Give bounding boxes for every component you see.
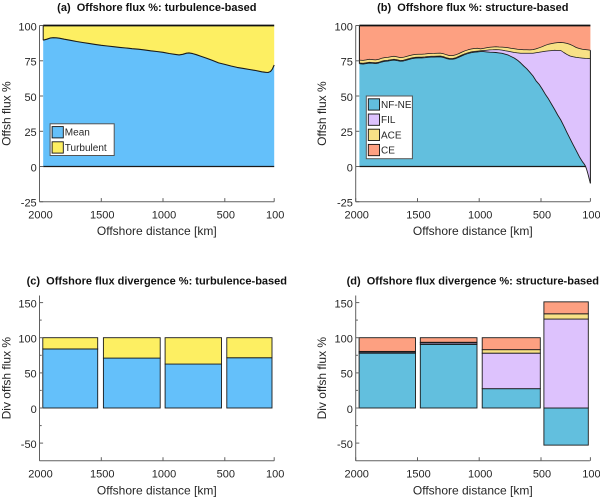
svg-text:Offsh flux %: Offsh flux % bbox=[0, 81, 13, 146]
svg-text:150: 150 bbox=[335, 298, 353, 310]
svg-text:100: 100 bbox=[18, 21, 36, 33]
svg-text:Offshore distance [km]: Offshore distance [km] bbox=[97, 224, 217, 238]
svg-text:100: 100 bbox=[582, 469, 600, 481]
svg-text:(c) Offshore flux divergence: (c) Offshore flux divergence %: turbulen… bbox=[27, 276, 287, 288]
svg-text:1000: 1000 bbox=[468, 209, 492, 221]
svg-text:(a) Offshore flux %: turbulen: (a) Offshore flux %: turbulence-based bbox=[57, 2, 256, 14]
svg-text:1500: 1500 bbox=[90, 469, 114, 481]
svg-text:Div offsh flux %: Div offsh flux % bbox=[0, 337, 13, 420]
svg-text:1500: 1500 bbox=[406, 469, 430, 481]
svg-text:(b) Offshore flux %: structur: (b) Offshore flux %: structure-based bbox=[377, 2, 568, 14]
svg-text:100: 100 bbox=[18, 334, 36, 346]
svg-text:500: 500 bbox=[533, 209, 551, 221]
svg-text:2000: 2000 bbox=[28, 209, 52, 221]
svg-text:Offshore distance [km]: Offshore distance [km] bbox=[97, 483, 217, 497]
svg-text:75: 75 bbox=[341, 57, 353, 69]
svg-text:1000: 1000 bbox=[152, 469, 176, 481]
svg-text:-25: -25 bbox=[21, 198, 37, 210]
svg-text:1500: 1500 bbox=[90, 209, 114, 221]
svg-text:-25: -25 bbox=[337, 198, 353, 210]
svg-text:NF-NE: NF-NE bbox=[381, 100, 412, 111]
svg-text:500: 500 bbox=[217, 469, 235, 481]
svg-text:2000: 2000 bbox=[344, 469, 368, 481]
svg-text:100: 100 bbox=[582, 209, 600, 221]
svg-text:Div offsh flux %: Div offsh flux % bbox=[315, 337, 329, 420]
svg-text:0: 0 bbox=[31, 162, 37, 174]
svg-text:50: 50 bbox=[341, 92, 353, 104]
svg-text:1000: 1000 bbox=[468, 469, 492, 481]
svg-text:(d) Offshore flux divergence: (d) Offshore flux divergence %: structur… bbox=[347, 276, 599, 288]
svg-text:25: 25 bbox=[341, 127, 353, 139]
svg-text:-50: -50 bbox=[21, 439, 37, 451]
svg-text:2000: 2000 bbox=[344, 209, 368, 221]
svg-text:1500: 1500 bbox=[406, 209, 430, 221]
svg-text:ACE: ACE bbox=[381, 130, 402, 141]
svg-text:Offsh flux %: Offsh flux % bbox=[315, 81, 329, 146]
svg-text:Offshore distance [km]: Offshore distance [km] bbox=[413, 483, 533, 497]
svg-text:FIL: FIL bbox=[381, 115, 396, 126]
svg-text:25: 25 bbox=[24, 127, 36, 139]
svg-text:1000: 1000 bbox=[152, 209, 176, 221]
svg-text:50: 50 bbox=[24, 92, 36, 104]
svg-text:150: 150 bbox=[18, 298, 36, 310]
svg-text:50: 50 bbox=[24, 369, 36, 381]
svg-text:0: 0 bbox=[347, 162, 353, 174]
svg-text:75: 75 bbox=[24, 57, 36, 69]
svg-text:500: 500 bbox=[533, 469, 551, 481]
svg-text:500: 500 bbox=[217, 209, 235, 221]
svg-text:0: 0 bbox=[31, 404, 37, 416]
svg-text:Turbulent: Turbulent bbox=[65, 143, 107, 154]
svg-text:50: 50 bbox=[341, 369, 353, 381]
svg-text:0: 0 bbox=[347, 404, 353, 416]
svg-text:CE: CE bbox=[381, 146, 395, 157]
svg-text:100: 100 bbox=[266, 469, 284, 481]
svg-text:2000: 2000 bbox=[28, 469, 52, 481]
svg-text:100: 100 bbox=[335, 21, 353, 33]
svg-text:Offshore distance [km]: Offshore distance [km] bbox=[413, 224, 533, 238]
svg-text:100: 100 bbox=[335, 334, 353, 346]
svg-text:-50: -50 bbox=[337, 439, 353, 451]
svg-text:100: 100 bbox=[266, 209, 284, 221]
svg-text:Mean: Mean bbox=[65, 128, 90, 139]
